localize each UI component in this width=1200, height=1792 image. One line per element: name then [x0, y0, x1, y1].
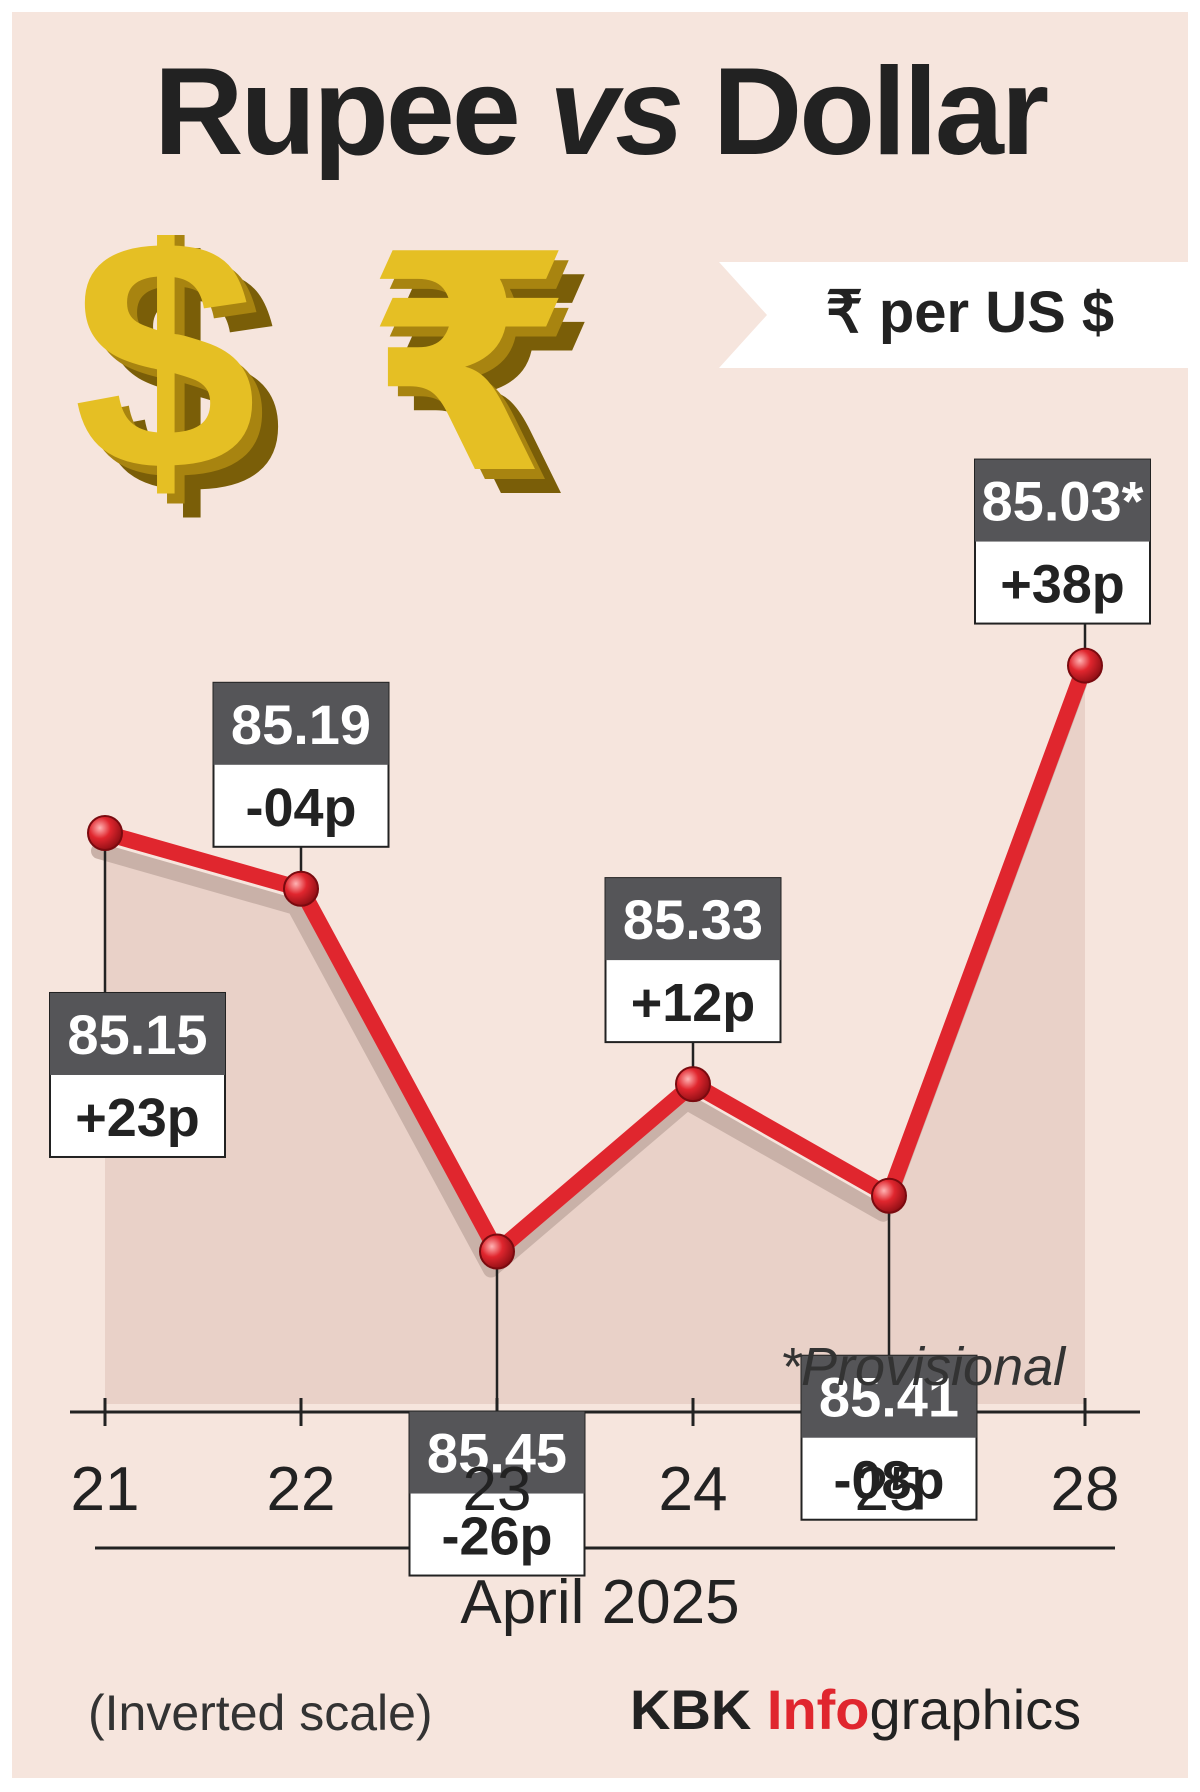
value-label-header [409, 1411, 585, 1494]
x-axis-label: April 2025 [460, 1568, 740, 1637]
dollar-sign-icon: $ $ $ [73, 235, 283, 555]
value-label-header [213, 682, 389, 765]
svg-text:₹: ₹ [365, 235, 574, 540]
data-value-label: 85.15 [67, 1003, 207, 1066]
data-change-label: -08p [833, 1451, 944, 1511]
data-value-label: 85.19 [231, 693, 371, 756]
svg-text:₹: ₹ [391, 235, 600, 555]
data-change-label: +12p [631, 973, 756, 1033]
data-point [675, 1066, 711, 1103]
svg-text:$: $ [99, 235, 283, 555]
x-tick-label: 25 [855, 1455, 924, 1524]
value-label-box: 85.03* +38p [974, 458, 1151, 625]
unit-banner [719, 262, 1195, 368]
x-tick-label: 28 [1051, 1455, 1120, 1524]
credit-line: KBK Infographics [630, 1682, 1081, 1738]
x-tick-label: 24 [659, 1455, 728, 1524]
data-change-label: -26p [441, 1507, 552, 1567]
value-label-header [801, 1355, 977, 1438]
title-part-rupee: Rupee [153, 43, 521, 181]
title-part-vs: vs [549, 43, 684, 181]
value-label-box: 85.19 -04p [212, 681, 390, 848]
provisional-footnote: *Provisional [780, 1337, 1066, 1397]
data-line [97, 657, 1093, 1260]
value-label-header [50, 992, 225, 1075]
unit-label: ₹ per US $ [825, 280, 1115, 345]
credit-part-kbk: KBK [630, 1678, 767, 1741]
x-tick-label: 21 [71, 1455, 140, 1524]
data-value-label: 85.03* [982, 470, 1144, 533]
x-tick-label: 22 [267, 1455, 336, 1524]
credit-part-info: Info [766, 1678, 870, 1741]
data-value-label: 85.41 [819, 1366, 959, 1429]
data-point [479, 1233, 515, 1270]
svg-text:$: $ [73, 235, 257, 539]
data-value-label: 85.45 [427, 1422, 567, 1485]
svg-text:$: $ [83, 235, 267, 549]
value-label-box: 85.45 -26p [408, 1410, 586, 1577]
value-label-header [605, 878, 781, 961]
value-label-box: 85.33 +12p [604, 877, 782, 1044]
x-tick-label: 23 [463, 1455, 532, 1524]
svg-text:₹: ₹ [375, 235, 584, 550]
area-fill [105, 681, 1085, 1404]
value-label-header [975, 459, 1150, 542]
value-label-box: 85.15 +23p [49, 991, 226, 1158]
data-point [283, 870, 319, 907]
data-point [871, 1177, 907, 1214]
value-label-box: 85.41 -08p [800, 1354, 978, 1521]
title-part-dollar: Dollar [712, 43, 1049, 181]
credit-part-graphics: graphics [869, 1678, 1082, 1741]
currency-symbols-graphic: $ $ $ ₹ ₹ ₹ [73, 235, 600, 555]
data-point [87, 814, 123, 851]
data-value-label: 85.33 [623, 888, 763, 951]
data-change-label: +38p [1000, 555, 1125, 615]
data-change-label: +23p [75, 1088, 200, 1148]
inverted-scale-note: (Inverted scale) [88, 1685, 433, 1741]
rupee-sign-icon: ₹ ₹ ₹ [365, 235, 600, 555]
data-point [1067, 647, 1103, 684]
page-title: Rupee vs Dollar [0, 50, 1200, 174]
data-change-label: -04p [245, 778, 356, 838]
